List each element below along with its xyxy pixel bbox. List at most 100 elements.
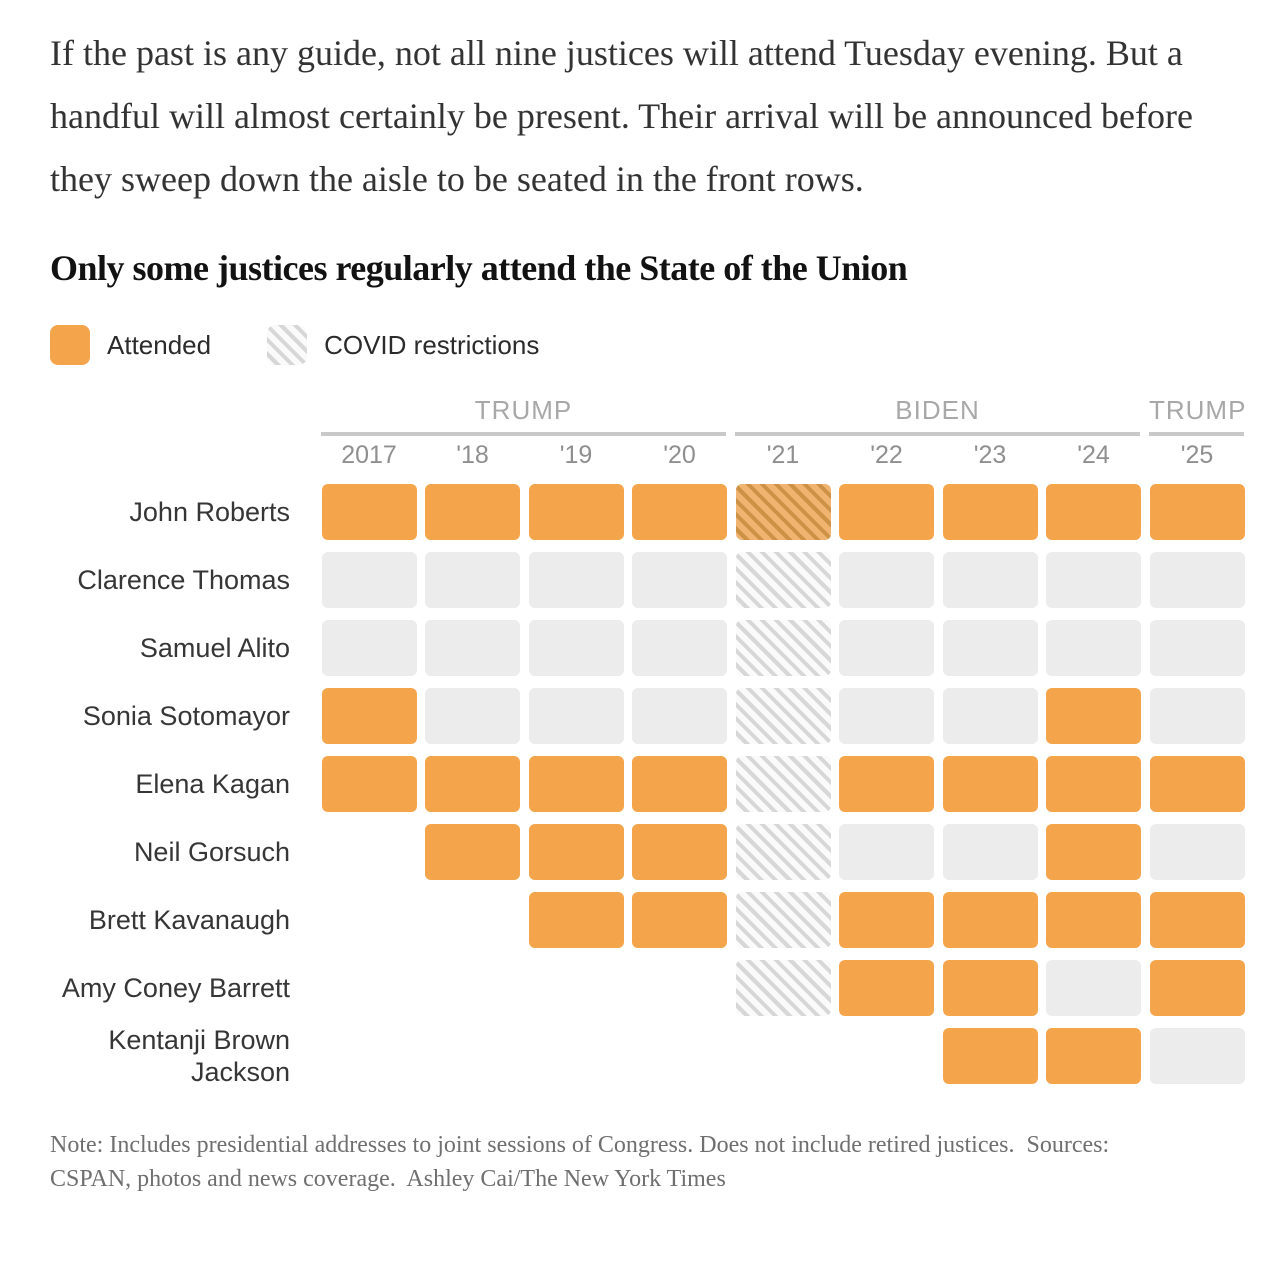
cell-neil-gorsuch-18: [425, 824, 520, 880]
year-label-19: '19: [559, 441, 593, 469]
cell-kentanji-brown-jackson-20: [632, 1028, 727, 1084]
intro-paragraph: If the past is any guide, not all nine j…: [50, 33, 1193, 199]
chart-title: Only some justices regularly attend the …: [50, 248, 908, 288]
cell-amy-coney-barrett-19: [529, 960, 624, 1016]
cell-elena-kagan-22: [839, 756, 934, 812]
cell-sonia-sotomayor-21: [735, 688, 831, 744]
cell-brett-kavanaugh-21: [735, 892, 831, 948]
cell-neil-gorsuch-21: [735, 824, 831, 880]
legend-attended-swatch: [50, 325, 90, 365]
cell-sonia-sotomayor-19: [528, 688, 624, 744]
cell-kentanji-brown-jackson-19: [529, 1028, 624, 1084]
cell-kentanji-brown-jackson-25: [1149, 1028, 1245, 1084]
cell-clarence-thomas-20: [632, 552, 727, 608]
cell-elena-kagan-25: [1149, 756, 1245, 812]
cell-elena-kagan-18: [425, 756, 520, 812]
cell-amy-coney-barrett-21: [735, 960, 831, 1016]
cell-john-roberts-21: [735, 484, 831, 540]
year-label-20: '20: [663, 441, 696, 469]
cell-john-roberts-20: [632, 484, 727, 540]
year-label-2017: 2017: [341, 441, 397, 469]
cell-samuel-alito-22: [839, 620, 934, 676]
president-label-trump-2: TRUMP: [1149, 395, 1247, 425]
cell-elena-kagan-19: [528, 756, 624, 812]
cell-neil-gorsuch-24: [1046, 824, 1141, 880]
cell-sonia-sotomayor-18: [425, 688, 520, 744]
cell-samuel-alito-23: [942, 620, 1038, 676]
cell-neil-gorsuch-19: [528, 824, 624, 880]
president-groups: TRUMP BIDEN TRUMP: [321, 395, 1247, 436]
cell-john-roberts-25: [1149, 484, 1245, 540]
attendance-chart: TRUMP BIDEN TRUMP 2017 '18 '19 '20 '21 '…: [0, 395, 1262, 1087]
cell-amy-coney-barrett-25: [1149, 960, 1245, 1016]
cell-amy-coney-barrett-2017: [322, 960, 417, 1016]
president-group-biden: BIDEN: [735, 395, 1140, 436]
year-label-21: '21: [766, 441, 800, 469]
cell-clarence-thomas-25: [1149, 552, 1245, 608]
cell-amy-coney-barrett-18: [425, 960, 520, 1016]
president-label-biden: BIDEN: [895, 395, 980, 425]
cell-samuel-alito-18: [425, 620, 520, 676]
cell-elena-kagan-2017: [321, 756, 417, 812]
cell-sonia-sotomayor-24: [1046, 688, 1141, 744]
justice-label-brett-kavanaugh: Brett Kavanaugh: [88, 905, 290, 935]
cell-john-roberts-19: [528, 484, 624, 540]
cell-john-roberts-23: [942, 484, 1038, 540]
president-rule-trump-1: [321, 432, 726, 436]
legend: Attended COVID restrictions: [50, 325, 1262, 365]
cell-brett-kavanaugh-20: [632, 892, 727, 948]
cell-clarence-thomas-2017: [321, 552, 417, 608]
cell-brett-kavanaugh-22: [839, 892, 934, 948]
justice-label-elena-kagan: Elena Kagan: [135, 769, 290, 799]
legend-covid-label: COVID restrictions: [324, 329, 540, 360]
justice-label-clarence-thomas: Clarence Thomas: [77, 565, 290, 595]
justice-label-neil-gorsuch: Neil Gorsuch: [133, 837, 290, 867]
cell-samuel-alito-24: [1046, 620, 1141, 676]
cell-sonia-sotomayor-22: [839, 688, 934, 744]
year-label-23: '23: [973, 441, 1007, 469]
attendance-grid: 2017 '18 '19 '20 '21 '22 '23 '24 '25 Joh…: [0, 436, 1245, 1087]
cell-amy-coney-barrett-20: [632, 960, 727, 1016]
cell-brett-kavanaugh-25: [1149, 892, 1245, 948]
cell-clarence-thomas-22: [839, 552, 934, 608]
cell-elena-kagan-23: [942, 756, 1038, 812]
cell-kentanji-brown-jackson-24: [1046, 1028, 1141, 1084]
cell-elena-kagan-20: [632, 756, 727, 812]
cell-kentanji-brown-jackson-23: [942, 1028, 1038, 1084]
cell-neil-gorsuch-20: [632, 824, 727, 880]
justice-label-amy-coney-barrett: Amy Coney Barrett: [61, 973, 290, 1003]
cell-clarence-thomas-18: [425, 552, 520, 608]
justice-label-sonia-sotomayor: Sonia Sotomayor: [82, 701, 290, 731]
justice-label-john-roberts: John Roberts: [129, 497, 290, 527]
cell-neil-gorsuch-23: [942, 824, 1038, 880]
legend-covid-swatch: [267, 325, 308, 365]
cell-john-roberts-22: [839, 484, 934, 540]
cell-amy-coney-barrett-22: [839, 960, 934, 1016]
cell-john-roberts-2017: [321, 484, 417, 540]
cell-brett-kavanaugh-24: [1046, 892, 1141, 948]
cell-samuel-alito-2017: [321, 620, 417, 676]
year-label-24: '24: [1077, 441, 1110, 469]
cell-amy-coney-barrett-24: [1046, 960, 1141, 1016]
cell-brett-kavanaugh-23: [942, 892, 1038, 948]
cell-samuel-alito-25: [1149, 620, 1245, 676]
cell-kentanji-brown-jackson-18: [425, 1028, 520, 1084]
justice-label-samuel-alito: Samuel Alito: [139, 633, 290, 663]
cell-clarence-thomas-23: [942, 552, 1038, 608]
president-group-trump-2: TRUMP: [1149, 395, 1247, 436]
cell-neil-gorsuch-2017: [322, 824, 417, 880]
cell-clarence-thomas-19: [528, 552, 624, 608]
year-label-18: '18: [456, 441, 489, 469]
cell-kentanji-brown-jackson-21: [736, 1028, 831, 1084]
president-rule-biden: [735, 432, 1140, 436]
cell-samuel-alito-20: [632, 620, 727, 676]
cell-sonia-sotomayor-23: [942, 688, 1038, 744]
cell-brett-kavanaugh-19: [528, 892, 624, 948]
cell-elena-kagan-24: [1046, 756, 1141, 812]
grid-corner-spacer: [0, 436, 313, 472]
president-group-trump-1: TRUMP: [321, 395, 726, 436]
legend-attended-label: Attended: [107, 329, 212, 360]
cell-sonia-sotomayor-20: [632, 688, 727, 744]
cell-brett-kavanaugh-2017: [322, 892, 417, 948]
